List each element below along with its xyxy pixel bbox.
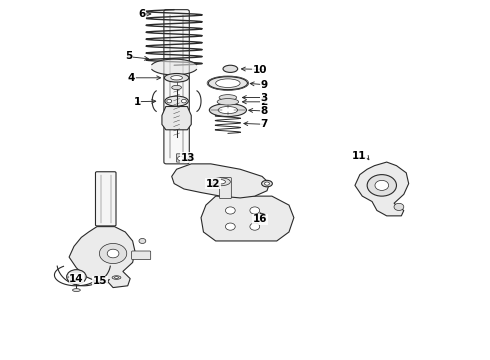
Text: 13: 13: [181, 153, 195, 163]
Ellipse shape: [262, 180, 272, 187]
Text: 9: 9: [260, 80, 268, 90]
Circle shape: [181, 99, 186, 103]
Ellipse shape: [165, 96, 188, 106]
Polygon shape: [151, 59, 197, 75]
Ellipse shape: [223, 65, 238, 72]
Circle shape: [73, 274, 80, 280]
Polygon shape: [201, 196, 294, 241]
Ellipse shape: [112, 276, 121, 279]
Text: 5: 5: [125, 51, 132, 61]
Text: 10: 10: [253, 64, 268, 75]
Text: 3: 3: [260, 93, 268, 103]
Ellipse shape: [265, 182, 270, 185]
Ellipse shape: [217, 99, 239, 105]
Circle shape: [250, 223, 260, 230]
Text: 2: 2: [260, 97, 268, 107]
Ellipse shape: [219, 95, 237, 100]
Ellipse shape: [171, 76, 182, 80]
Ellipse shape: [218, 107, 238, 114]
Text: 16: 16: [253, 215, 268, 224]
Text: 12: 12: [206, 179, 220, 189]
Circle shape: [67, 270, 86, 284]
Circle shape: [250, 207, 260, 214]
FancyBboxPatch shape: [132, 251, 151, 260]
Text: 4: 4: [128, 73, 135, 83]
Circle shape: [167, 99, 172, 103]
Circle shape: [139, 238, 146, 243]
FancyBboxPatch shape: [164, 10, 189, 164]
Text: 1: 1: [134, 97, 141, 107]
Ellipse shape: [216, 180, 225, 184]
Text: 7: 7: [260, 120, 268, 129]
Ellipse shape: [172, 85, 181, 90]
Circle shape: [99, 243, 127, 264]
Text: 6: 6: [139, 9, 146, 19]
Circle shape: [367, 175, 396, 196]
Circle shape: [225, 207, 235, 214]
Text: 15: 15: [93, 276, 107, 286]
Polygon shape: [69, 226, 135, 288]
FancyBboxPatch shape: [96, 172, 116, 226]
Ellipse shape: [211, 178, 230, 186]
Polygon shape: [162, 107, 191, 130]
Ellipse shape: [209, 104, 246, 117]
Ellipse shape: [115, 276, 119, 278]
Polygon shape: [172, 164, 270, 198]
Polygon shape: [176, 154, 189, 162]
Text: 8: 8: [260, 106, 268, 116]
Ellipse shape: [216, 79, 240, 87]
Circle shape: [107, 249, 119, 258]
Circle shape: [394, 203, 404, 211]
Ellipse shape: [164, 73, 189, 82]
Circle shape: [225, 223, 235, 230]
Polygon shape: [355, 162, 409, 216]
Ellipse shape: [208, 77, 247, 90]
Text: 14: 14: [69, 274, 84, 284]
Ellipse shape: [73, 289, 80, 292]
FancyBboxPatch shape: [220, 177, 231, 199]
Circle shape: [177, 156, 183, 161]
Circle shape: [375, 180, 389, 190]
Text: 11: 11: [352, 151, 366, 161]
